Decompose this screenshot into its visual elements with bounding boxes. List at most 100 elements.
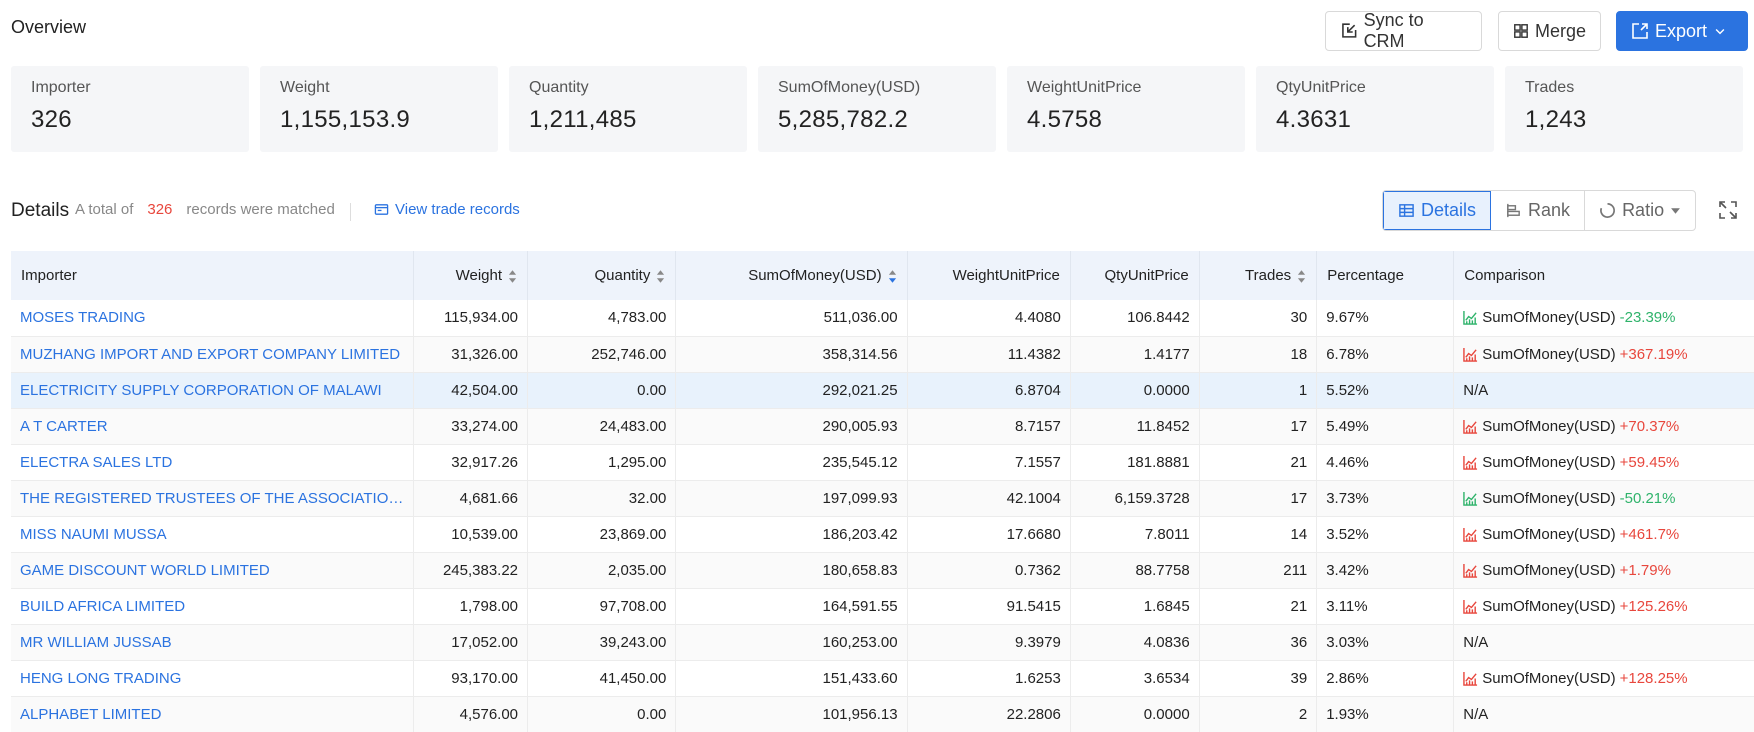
cell-qty-unit-price: 106.8442	[1070, 300, 1200, 336]
importer-link[interactable]: HENG LONG TRADING	[20, 669, 182, 687]
cell-sum: 197,099.93	[675, 480, 908, 516]
cell-sum: 101,956.13	[675, 696, 908, 732]
table-body: MOSES TRADING 115,934.00 4,783.00 511,036.0…	[11, 300, 1754, 732]
cell-trades: 1	[1199, 372, 1318, 408]
comparison-change: +128.25%	[1619, 669, 1688, 687]
cell-sum: 164,591.55	[675, 588, 908, 624]
cell-weight: 245,383.22	[413, 552, 529, 588]
stat-value: 4.3631	[1276, 106, 1352, 133]
cell-sum: 160,253.00	[675, 624, 908, 660]
importer-link[interactable]: GAME DISCOUNT WORLD LIMITED	[20, 561, 270, 579]
comparison-change: +367.19%	[1619, 345, 1688, 363]
cell-qty-unit-price: 4.0836	[1070, 624, 1200, 660]
col-weight[interactable]: Weight	[413, 251, 529, 300]
comparison-na: N/A	[1463, 705, 1489, 723]
comparison-label: SumOfMoney(USD)	[1482, 561, 1616, 579]
importer-link[interactable]: A T CARTER	[20, 417, 108, 435]
cell-sum: 358,314.56	[675, 336, 908, 372]
trend-chart-icon	[1463, 455, 1478, 470]
trend-chart-icon	[1463, 347, 1478, 362]
tab-ratio[interactable]: Ratio	[1585, 191, 1695, 230]
cell-weight-unit-price: 22.2806	[907, 696, 1071, 732]
stat-trades: Trades 1,243	[1505, 66, 1743, 152]
cell-percentage: 1.93%	[1316, 696, 1455, 732]
cell-weight: 17,052.00	[413, 624, 529, 660]
stat-value: 4.5758	[1027, 106, 1103, 133]
tab-rank[interactable]: Rank	[1491, 191, 1586, 230]
view-mode-toggle: Details Rank Ratio	[1382, 190, 1697, 231]
importer-link[interactable]: THE REGISTERED TRUSTEES OF THE ASSOCIATI…	[20, 489, 404, 507]
sort-icon	[508, 269, 517, 283]
importer-link[interactable]: ELECTRICITY SUPPLY CORPORATION OF MALAWI	[20, 381, 382, 399]
comparison-change: -50.21%	[1619, 489, 1676, 507]
comparison-change: +59.45%	[1619, 453, 1680, 471]
col-trades[interactable]: Trades	[1199, 251, 1318, 300]
cell-percentage: 5.52%	[1316, 372, 1455, 408]
table-row: MOSES TRADING 115,934.00 4,783.00 511,036.0…	[11, 300, 1754, 336]
cell-comparison: SumOfMoney(USD) +128.25%	[1454, 660, 1754, 696]
comparison-label: SumOfMoney(USD)	[1482, 453, 1616, 471]
table-row: MISS NAUMI MUSSA 10,539.00 23,869.00 186,20…	[11, 516, 1754, 552]
cell-quantity: 0.00	[527, 372, 677, 408]
comparison-change: +461.7%	[1619, 525, 1680, 543]
cell-quantity: 2,035.00	[527, 552, 677, 588]
table-row: ALPHABET LIMITED 4,576.00 0.00 101,956.13 22…	[11, 696, 1754, 732]
merge-button[interactable]: Merge	[1498, 11, 1601, 51]
col-qty-unit-price: QtyUnitPrice	[1070, 251, 1200, 300]
tab-details[interactable]: Details	[1383, 191, 1492, 230]
cell-weight-unit-price: 11.4382	[907, 336, 1071, 372]
cell-trades: 21	[1199, 588, 1318, 624]
cell-quantity: 252,746.00	[527, 336, 677, 372]
importer-link[interactable]: ELECTRA SALES LTD	[20, 453, 173, 471]
cell-weight-unit-price: 8.7157	[907, 408, 1071, 444]
cell-sum: 151,433.60	[675, 660, 908, 696]
col-label: Importer	[21, 267, 77, 284]
caret-down-icon	[1671, 208, 1680, 214]
details-bar: Details A total of 326 records were matc…	[0, 190, 1754, 236]
export-button[interactable]: Export	[1616, 11, 1748, 51]
comparison-label: SumOfMoney(USD)	[1482, 489, 1616, 507]
cell-quantity: 32.00	[527, 480, 677, 516]
ratio-icon	[1600, 203, 1616, 218]
chevron-down-icon	[1715, 28, 1725, 35]
cell-weight: 93,170.00	[413, 660, 529, 696]
col-quantity[interactable]: Quantity	[527, 251, 677, 300]
cell-comparison: N/A	[1454, 372, 1754, 408]
merge-icon	[1514, 24, 1528, 38]
cell-weight-unit-price: 91.5415	[907, 588, 1071, 624]
cell-trades: 21	[1199, 444, 1318, 480]
cell-qty-unit-price: 11.8452	[1070, 408, 1200, 444]
cell-weight: 42,504.00	[413, 372, 529, 408]
cell-comparison: SumOfMoney(USD) +367.19%	[1454, 336, 1754, 372]
importer-link[interactable]: ALPHABET LIMITED	[20, 705, 162, 723]
importer-link[interactable]: BUILD AFRICA LIMITED	[20, 597, 186, 615]
importer-link[interactable]: MISS NAUMI MUSSA	[20, 525, 167, 543]
sync-to-crm-button[interactable]: Sync to CRM	[1325, 10, 1482, 51]
cell-weight-unit-price: 42.1004	[907, 480, 1071, 516]
stat-value: 1,211,485	[529, 106, 637, 133]
cell-trades: 2	[1199, 696, 1318, 732]
importer-link[interactable]: MR WILLIAM JUSSAB	[20, 633, 172, 651]
cell-weight: 115,934.00	[413, 300, 529, 336]
stat-value: 326	[31, 106, 72, 133]
cell-percentage: 9.67%	[1316, 300, 1455, 336]
trend-chart-icon	[1463, 491, 1478, 506]
divider	[350, 203, 351, 221]
cell-percentage: 3.73%	[1316, 480, 1455, 516]
cell-trades: 30	[1199, 300, 1318, 336]
cell-weight-unit-price: 6.8704	[907, 372, 1071, 408]
table-row: MR WILLIAM JUSSAB 17,052.00 39,243.00 160,2…	[11, 624, 1754, 660]
rank-icon	[1507, 203, 1520, 218]
view-trade-records-link[interactable]: View trade records	[374, 201, 520, 218]
records-count: 326	[147, 201, 173, 218]
fullscreen-icon[interactable]	[1718, 200, 1738, 225]
col-sum-of-money[interactable]: SumOfMoney(USD)	[675, 251, 908, 300]
sync-label: Sync to CRM	[1363, 10, 1424, 51]
tab-details-label: Details	[1421, 200, 1477, 220]
cell-comparison: SumOfMoney(USD) +70.37%	[1454, 408, 1754, 444]
cell-percentage: 2.86%	[1316, 660, 1455, 696]
importer-link[interactable]: MOSES TRADING	[20, 309, 146, 327]
comparison-na: N/A	[1463, 633, 1489, 651]
importer-link[interactable]: MUZHANG IMPORT AND EXPORT COMPANY LIMITE…	[20, 345, 401, 363]
tab-rank-label: Rank	[1528, 200, 1571, 220]
